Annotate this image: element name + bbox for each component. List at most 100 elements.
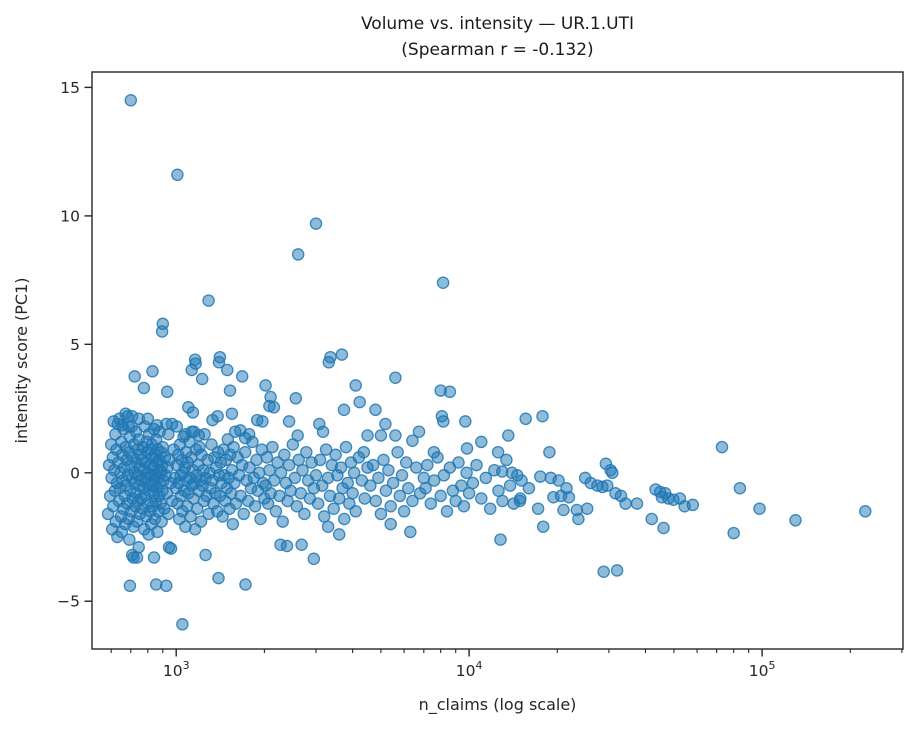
scatter-point: [162, 507, 175, 521]
scatter-point: [334, 461, 348, 474]
scatter-point: [329, 448, 342, 462]
scatter-point: [155, 515, 168, 528]
scatter-point: [475, 492, 488, 505]
scatter-point: [223, 384, 237, 397]
scatter-point: [358, 492, 371, 505]
scatter-point: [269, 505, 283, 518]
scatter-point: [153, 425, 166, 438]
scatter-point: [185, 363, 198, 377]
x-tick-label: 103: [163, 659, 190, 680]
scatter-point: [534, 470, 547, 483]
scatter-point: [606, 466, 619, 480]
scatter-point: [412, 425, 426, 438]
scatter-point: [225, 407, 239, 420]
scatter-point: [149, 578, 163, 591]
scatter-point: [349, 379, 362, 392]
scatter-point: [389, 429, 402, 442]
scatter-point: [536, 409, 549, 423]
scatter-point: [274, 466, 288, 480]
scatter-point: [160, 417, 173, 431]
y-tick-label: 0: [70, 464, 80, 482]
scatter-point: [496, 494, 509, 508]
y-axis-ticks: −5 0 5 10 15: [57, 79, 92, 611]
scatter-point: [327, 502, 340, 515]
scatter-point: [536, 520, 550, 533]
scatter-point: [424, 497, 438, 510]
scatter-point: [492, 484, 505, 497]
scatter-point: [572, 512, 585, 526]
scatter-point: [190, 502, 204, 515]
scatter-point: [267, 474, 281, 487]
chart-title-line2: (Spearman r = -0.132): [401, 39, 594, 60]
scatter-point: [379, 417, 392, 431]
scatter-point: [374, 429, 388, 442]
scatter-point: [187, 425, 201, 438]
scatter-point: [374, 507, 388, 521]
scatter-point: [335, 348, 349, 361]
scatter-point: [522, 481, 536, 495]
scatter-point: [123, 533, 136, 546]
scatter-point: [386, 476, 400, 490]
scatter-point: [211, 409, 224, 423]
scatter-point: [404, 525, 417, 539]
scatter-point: [440, 505, 454, 518]
scatter-point: [500, 453, 513, 467]
scatter-point: [382, 463, 395, 477]
scatter-point: [282, 415, 296, 428]
scatter-point: [321, 520, 335, 533]
scatter-point: [466, 476, 480, 490]
scatter-point: [393, 489, 407, 503]
scatter-point: [470, 458, 483, 472]
scatter-point: [216, 510, 229, 523]
scatter-point: [384, 517, 397, 531]
scatter-point: [395, 469, 409, 482]
scatter-point: [124, 94, 138, 107]
scatter-point: [455, 479, 468, 492]
scatter-point: [286, 438, 300, 451]
scatter-point: [278, 448, 291, 462]
scatter-point: [402, 481, 415, 495]
chart-title-line1: Volume vs. intensity — UR.1.UTI: [361, 14, 634, 34]
scatter-point: [437, 415, 450, 428]
scatter-point: [406, 494, 419, 508]
scatter-point: [198, 427, 211, 441]
scatter-point: [221, 363, 234, 377]
scatter-point: [614, 489, 628, 503]
scatter-point: [195, 372, 209, 386]
scatter-point: [288, 471, 302, 485]
scatter-point: [254, 512, 267, 526]
scatter-point: [391, 445, 404, 459]
scatter-point: [130, 551, 144, 564]
scatter-point: [389, 371, 402, 384]
scatter-point: [645, 512, 658, 526]
scatter-point: [557, 503, 570, 517]
scatter-point: [462, 487, 476, 500]
scatter-point: [361, 429, 374, 442]
scatter-point: [560, 481, 573, 495]
scatter-point: [434, 489, 447, 503]
scatter-point: [309, 469, 323, 482]
scatter-point: [372, 471, 385, 485]
scatter-point: [519, 412, 532, 426]
scatter-point: [337, 403, 351, 417]
scatter-point: [239, 578, 252, 591]
scatter-point: [366, 458, 380, 472]
scatter-point: [531, 502, 545, 515]
x-tick-label: 105: [749, 659, 776, 680]
scatter-point: [313, 453, 327, 467]
scatter-point: [364, 479, 377, 492]
scatter-point: [155, 325, 169, 338]
chart-title: Volume vs. intensity — UR.1.UTI (Spearma…: [92, 12, 903, 63]
scatter-point: [291, 248, 305, 261]
scatter-point: [332, 492, 346, 505]
scatter-point: [263, 399, 276, 413]
scatter-point: [188, 353, 202, 366]
scatter-point: [202, 294, 215, 307]
scatter-point: [186, 406, 200, 419]
scatter-point: [457, 499, 471, 513]
scatter-point: [507, 497, 520, 510]
scatter-point: [427, 474, 441, 487]
scatter-point: [417, 471, 431, 485]
x-axis-minor-ticks: [110, 649, 903, 653]
